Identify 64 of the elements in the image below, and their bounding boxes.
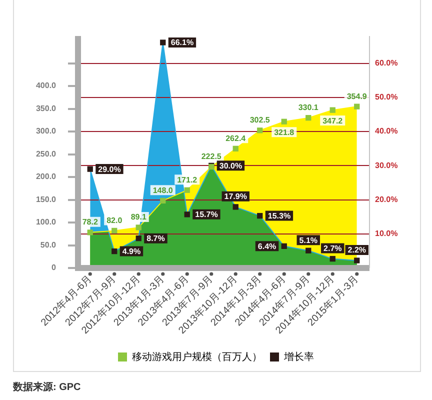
point <box>330 256 336 262</box>
data-label: 78.2 <box>82 218 98 227</box>
y2-tick-label: 20.0% <box>375 194 398 204</box>
data-label: 222.5 <box>201 152 222 161</box>
y-tick-label: 150.0 <box>36 194 57 204</box>
data-label: 29.0% <box>98 164 121 174</box>
legend-label: 增长率 <box>283 350 314 363</box>
data-label: 2.7% <box>324 244 342 253</box>
data-label: 347.2 <box>322 116 344 126</box>
data-label: 30.0% <box>219 161 242 170</box>
data-label: 66.1% <box>170 38 194 48</box>
y-tick-label: 0 <box>52 263 57 272</box>
point <box>87 230 93 236</box>
y-tick-label: 200.0 <box>36 172 57 182</box>
data-label: 4.9% <box>122 246 141 256</box>
source-note: 数据来源: GPC <box>12 381 81 393</box>
point <box>257 128 263 134</box>
y2-tick-label: 30.0% <box>375 160 398 170</box>
point <box>160 198 166 204</box>
y-tick-label: 400.0 <box>36 81 57 90</box>
data-label: 6.4% <box>258 242 276 251</box>
y2-tick-label: 10.0% <box>375 229 398 238</box>
point <box>281 118 287 124</box>
y-tick-label: 50.0 <box>40 240 57 250</box>
point <box>232 204 238 210</box>
point <box>330 107 336 113</box>
y-tick-label: 350.0 <box>36 104 57 113</box>
data-label: 354.9 <box>346 92 368 101</box>
point <box>281 243 287 249</box>
data-label: 15.3% <box>268 212 291 221</box>
point <box>257 212 263 219</box>
data-label: 148.0 <box>152 186 174 195</box>
point <box>136 235 142 242</box>
point <box>232 146 238 152</box>
point <box>184 187 190 193</box>
data-label: 321.8 <box>274 128 295 137</box>
data-label: 15.7% <box>195 210 218 220</box>
point <box>136 224 142 230</box>
data-label: 302.5 <box>250 116 270 125</box>
point <box>306 248 312 254</box>
point <box>87 166 93 172</box>
point <box>306 115 312 121</box>
data-label: 82.0 <box>106 216 123 225</box>
y-tick-label: 300.0 <box>36 126 57 136</box>
legend-label: 移动游戏用户规模（百万人） <box>132 350 262 363</box>
data-label: 171.2 <box>177 175 198 184</box>
data-label: 89.1 <box>130 212 147 222</box>
point <box>354 258 360 264</box>
y2-tick-label: 40.0% <box>375 126 398 136</box>
data-label: 262.4 <box>226 134 246 143</box>
y2-tick-label: 60.0% <box>375 58 398 68</box>
data-label: 330.1 <box>298 103 319 112</box>
data-label: 5.1% <box>299 236 318 245</box>
y-tick-label: 100.0 <box>36 218 57 227</box>
point <box>354 104 360 110</box>
data-label: 8.7% <box>146 234 165 244</box>
point <box>112 248 118 254</box>
y-tick-label: 250.0 <box>36 149 57 158</box>
data-label: 17.9% <box>224 192 247 202</box>
data-label: 2.2% <box>348 246 366 255</box>
point <box>184 212 190 218</box>
point <box>112 228 118 234</box>
y2-tick-label: 50.0% <box>375 92 398 102</box>
point <box>160 40 166 46</box>
